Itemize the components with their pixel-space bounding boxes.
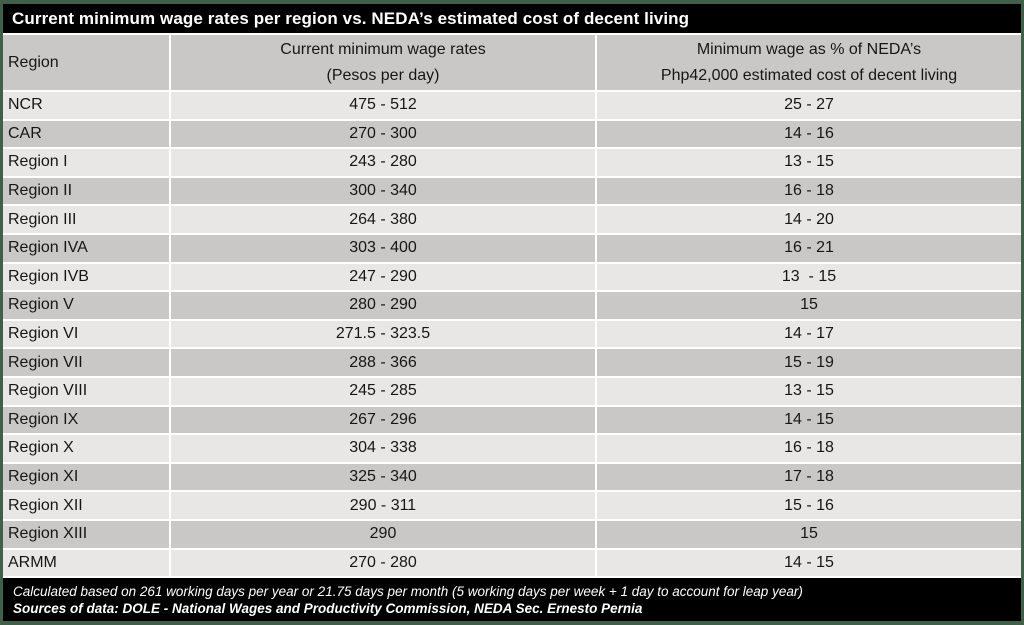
wage-cell: 303 - 400 — [171, 234, 595, 262]
wage-table: Region Current minimum wage rates (Pesos… — [3, 35, 1021, 577]
table-row: Region XIII 290 15 — [3, 520, 1021, 548]
table-row: Region II 300 - 340 16 - 18 — [3, 177, 1021, 205]
region-cell: CAR — [3, 120, 169, 148]
wage-cell: 264 - 380 — [171, 206, 595, 233]
percent-cell: 14 - 17 — [597, 320, 1021, 348]
wage-cell: 270 - 300 — [171, 120, 595, 148]
table-title: Current minimum wage rates per region vs… — [12, 8, 690, 28]
footnote-bar: Calculated based on 261 working days per… — [3, 578, 1021, 621]
region-cell: Region VI — [3, 320, 169, 348]
wage-cell: 300 - 340 — [171, 177, 595, 205]
table-row: ARMM 270 - 280 14 - 15 — [3, 549, 1021, 577]
percent-cell: 13 - 15 — [597, 149, 1021, 176]
table-row: Region X 304 - 338 16 - 18 — [3, 435, 1021, 462]
wage-cell: 280 - 290 — [171, 292, 595, 319]
percent-cell: 13 - 15 — [597, 263, 1021, 291]
panel-inner: Current minimum wage rates per region vs… — [3, 4, 1021, 621]
column-header-region-label: Region — [8, 53, 59, 71]
percent-cell: 13 - 15 — [597, 377, 1021, 405]
region-cell: Region IX — [3, 406, 169, 434]
region-cell: Region I — [3, 149, 169, 176]
region-cell: Region XIII — [3, 520, 169, 548]
column-header-percent-lines: Minimum wage as % of NEDA’s Php42,000 es… — [597, 37, 1021, 89]
region-cell: NCR — [3, 92, 169, 119]
table-row: Region V 280 - 290 15 — [3, 292, 1021, 319]
region-cell: Region X — [3, 435, 169, 462]
column-header-percent: Minimum wage as % of NEDA’s Php42,000 es… — [597, 35, 1021, 90]
table-row: Region VI 271.5 - 323.5 14 - 17 — [3, 320, 1021, 348]
percent-cell: 15 — [597, 520, 1021, 548]
table-row: CAR 270 - 300 14 - 16 — [3, 120, 1021, 148]
column-header-wage-line2: (Pesos per day) — [326, 66, 440, 84]
wage-cell: 325 - 340 — [171, 463, 595, 491]
wage-cell: 290 — [171, 520, 595, 548]
column-header-wage: Current minimum wage rates (Pesos per da… — [171, 35, 595, 90]
column-header-percent-line2: Php42,000 estimated cost of decent livin… — [660, 66, 958, 84]
percent-cell: 14 - 20 — [597, 206, 1021, 233]
region-cell: Region XII — [3, 492, 169, 519]
percent-cell: 16 - 18 — [597, 177, 1021, 205]
column-header-percent-line1: Minimum wage as % of NEDA’s — [696, 40, 922, 58]
wage-cell: 267 - 296 — [171, 406, 595, 434]
region-cell: Region XI — [3, 463, 169, 491]
wage-cell: 243 - 280 — [171, 149, 595, 176]
wage-cell: 245 - 285 — [171, 377, 595, 405]
percent-cell: 15 - 16 — [597, 492, 1021, 519]
region-cell: Region III — [3, 206, 169, 233]
wage-cell: 288 - 366 — [171, 349, 595, 376]
table-row: Region IVB 247 - 290 13 - 15 — [3, 263, 1021, 291]
percent-cell: 16 - 18 — [597, 435, 1021, 462]
table-row: Region III 264 - 380 14 - 20 — [3, 206, 1021, 233]
table-row: Region IX 267 - 296 14 - 15 — [3, 406, 1021, 434]
table-row: Region VIII 245 - 285 13 - 15 — [3, 377, 1021, 405]
wage-cell: 475 - 512 — [171, 92, 595, 119]
table-title-bar: Current minimum wage rates per region vs… — [3, 4, 1021, 33]
data-sources-note: Sources of data: DOLE - National Wages a… — [13, 600, 643, 616]
percent-cell: 14 - 15 — [597, 549, 1021, 577]
region-cell: Region IVB — [3, 263, 169, 291]
column-header-wage-lines: Current minimum wage rates (Pesos per da… — [171, 37, 595, 89]
table-row: NCR 475 - 512 25 - 27 — [3, 92, 1021, 119]
percent-cell: 15 — [597, 292, 1021, 319]
region-cell: Region VIII — [3, 377, 169, 405]
column-header-region: Region — [3, 35, 169, 90]
header-row: Region Current minimum wage rates (Pesos… — [3, 35, 1021, 90]
percent-cell: 17 - 18 — [597, 463, 1021, 491]
region-cell: Region VII — [3, 349, 169, 376]
percent-cell: 14 - 16 — [597, 120, 1021, 148]
wage-cell: 304 - 338 — [171, 435, 595, 462]
wage-cell: 247 - 290 — [171, 263, 595, 291]
wage-cell: 271.5 - 323.5 — [171, 320, 595, 348]
table-row: Region I 243 - 280 13 - 15 — [3, 149, 1021, 176]
table-row: Region VII 288 - 366 15 - 19 — [3, 349, 1021, 376]
table-row: Region XII 290 - 311 15 - 16 — [3, 492, 1021, 519]
table-row: Region XI 325 - 340 17 - 18 — [3, 463, 1021, 491]
region-cell: Region V — [3, 292, 169, 319]
wage-cell: 290 - 311 — [171, 492, 595, 519]
percent-cell: 16 - 21 — [597, 234, 1021, 262]
region-cell: Region II — [3, 177, 169, 205]
calculation-note: Calculated based on 261 working days per… — [13, 583, 803, 599]
percent-cell: 14 - 15 — [597, 406, 1021, 434]
wage-cell: 270 - 280 — [171, 549, 595, 577]
column-header-wage-line1: Current minimum wage rates — [280, 40, 486, 58]
region-cell: ARMM — [3, 549, 169, 577]
percent-cell: 15 - 19 — [597, 349, 1021, 376]
table-row: Region IVA 303 - 400 16 - 21 — [3, 234, 1021, 262]
region-cell: Region IVA — [3, 234, 169, 262]
percent-cell: 25 - 27 — [597, 92, 1021, 119]
